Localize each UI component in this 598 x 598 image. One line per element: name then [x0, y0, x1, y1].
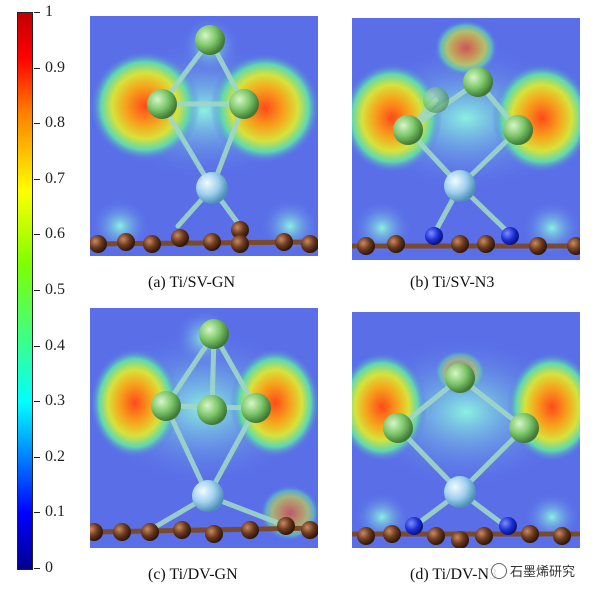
boron-atom-c-top — [199, 319, 229, 349]
panel-b-svg — [352, 18, 580, 260]
carbon-nitrogen-row-b — [357, 227, 580, 255]
colorbar-tick — [34, 178, 40, 180]
boron-atom-b-top — [463, 67, 493, 97]
colorbar-tick-label: 0.9 — [45, 58, 65, 76]
panel-a-svg — [90, 16, 318, 256]
colorbar-tick — [34, 401, 40, 403]
titanium-atom-a — [196, 172, 228, 204]
colorbar-tick — [34, 290, 40, 291]
colorbar-tick-label: 0.1 — [45, 503, 65, 521]
carbon-nitrogen-row-d — [357, 517, 571, 548]
panel-a-elf-map — [90, 16, 318, 256]
colorbar-tick — [34, 234, 40, 236]
boron-atom-d-top — [445, 363, 475, 393]
titanium-atom-d — [444, 476, 476, 508]
boron-atom-d-left — [383, 413, 413, 443]
colorbar-tick — [34, 345, 40, 347]
boron-atom-a-left — [147, 89, 177, 119]
colorbar-tick-label: 0.2 — [45, 447, 65, 465]
boron-atom-c-center — [197, 395, 227, 425]
watermark-text: 石墨烯研究 — [510, 565, 576, 580]
colorbar-tick — [34, 568, 40, 569]
colorbar-tick-label: 0 — [45, 559, 53, 576]
colorbar-tick-label: 0.3 — [45, 392, 65, 410]
panel-d-svg — [352, 312, 580, 548]
caption-panel-a: (a) Ti/SV-GN — [148, 274, 235, 291]
boron-atom-c-left — [151, 391, 181, 421]
colorbar-tick-label: 0.6 — [45, 225, 65, 243]
carbon-row-c — [90, 517, 318, 543]
boron-atom-b-left — [393, 115, 423, 145]
wechat-logo-icon — [491, 563, 507, 579]
colorbar-tick-label: 0.8 — [45, 114, 65, 132]
colorbar-tick — [34, 456, 40, 458]
colorbar — [17, 12, 33, 570]
colorbar-tick-label: 0.4 — [45, 336, 65, 354]
panel-c-elf-map — [90, 308, 318, 548]
colorbar-tick — [34, 123, 40, 125]
boron-atom-d-right — [509, 413, 539, 443]
colorbar-tick-label: 0.5 — [45, 281, 65, 298]
colorbar-tick — [34, 12, 40, 13]
boron-atom-c-right — [241, 393, 271, 423]
panel-c-svg — [90, 308, 318, 548]
caption-panel-b: (b) Ti/SV-N3 — [410, 274, 495, 291]
carbon-row-a — [90, 221, 318, 253]
colorbar-tick-label: 1 — [45, 3, 53, 20]
colorbar-tick — [34, 67, 40, 69]
boron-atom-a-right — [229, 89, 259, 119]
caption-panel-d: (d) Ti/DV-N3 — [410, 566, 497, 583]
boron-atom-a-top — [195, 25, 225, 55]
colorbar-tick-label: 0.7 — [45, 169, 65, 187]
panel-b-elf-map — [352, 18, 580, 260]
caption-panel-c: (c) Ti/DV-GN — [148, 566, 238, 583]
boron-atom-b-right — [503, 115, 533, 145]
colorbar-tick — [34, 512, 40, 514]
watermark: 石墨烯研究 — [488, 560, 579, 581]
titanium-atom-c — [192, 480, 224, 512]
titanium-atom-b — [444, 170, 476, 202]
panel-d-elf-map — [352, 312, 580, 548]
